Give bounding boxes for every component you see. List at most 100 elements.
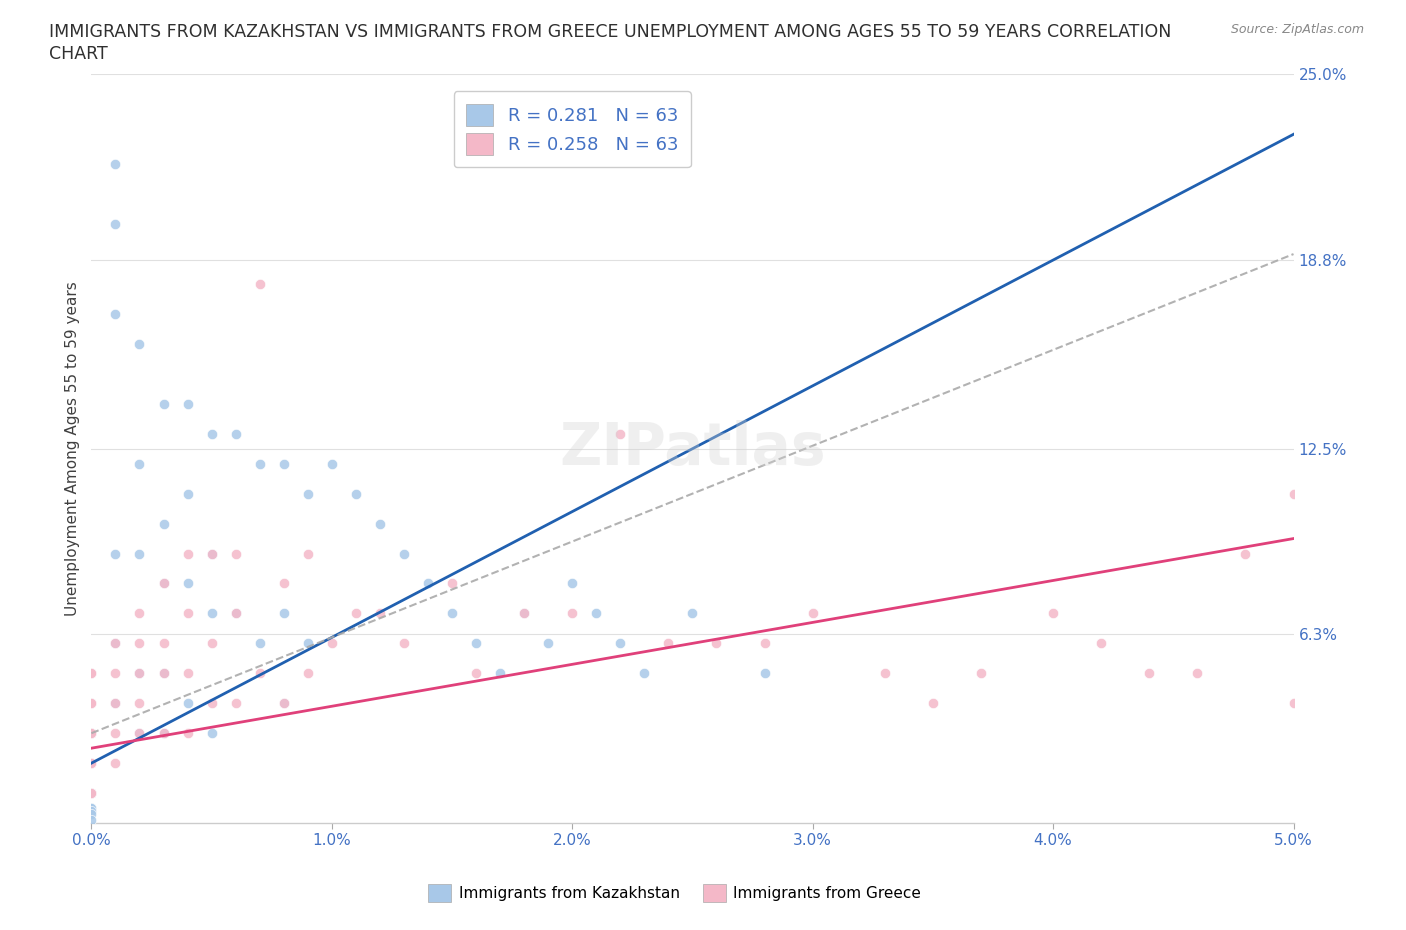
Point xyxy=(392,546,415,561)
Point xyxy=(225,546,247,561)
Point xyxy=(1234,546,1257,561)
Point xyxy=(273,576,295,591)
Point xyxy=(561,576,583,591)
Point xyxy=(273,696,295,711)
Point xyxy=(1187,666,1209,681)
Point xyxy=(297,666,319,681)
Point xyxy=(104,725,127,740)
Point xyxy=(80,725,103,740)
Point xyxy=(80,804,103,818)
Point xyxy=(104,217,127,232)
Point xyxy=(80,696,103,711)
Point xyxy=(249,636,271,651)
Point xyxy=(152,725,174,740)
Point xyxy=(1090,636,1112,651)
Point xyxy=(416,576,439,591)
Point xyxy=(344,606,367,621)
Point xyxy=(104,756,127,771)
Y-axis label: Unemployment Among Ages 55 to 59 years: Unemployment Among Ages 55 to 59 years xyxy=(65,282,80,616)
Point xyxy=(344,486,367,501)
Point xyxy=(80,786,103,801)
Point xyxy=(80,786,103,801)
Point xyxy=(80,756,103,771)
Point xyxy=(80,725,103,740)
Point xyxy=(633,666,655,681)
Point xyxy=(128,696,150,711)
Point xyxy=(152,636,174,651)
Point xyxy=(273,606,295,621)
Point xyxy=(80,725,103,740)
Point xyxy=(297,486,319,501)
Point xyxy=(561,606,583,621)
Point xyxy=(104,307,127,322)
Point xyxy=(225,696,247,711)
Point xyxy=(152,516,174,531)
Point xyxy=(249,666,271,681)
Point xyxy=(489,666,512,681)
Point xyxy=(609,426,631,441)
Point xyxy=(176,725,198,740)
Point xyxy=(128,725,150,740)
Point xyxy=(368,516,391,531)
Point xyxy=(152,725,174,740)
Point xyxy=(104,696,127,711)
Point xyxy=(80,756,103,771)
Point xyxy=(201,546,224,561)
Point xyxy=(80,756,103,771)
Point xyxy=(104,666,127,681)
Point xyxy=(176,576,198,591)
Point xyxy=(273,696,295,711)
Point xyxy=(657,636,679,651)
Point xyxy=(201,546,224,561)
Point xyxy=(249,276,271,291)
Point xyxy=(80,786,103,801)
Point xyxy=(513,606,536,621)
Point xyxy=(176,696,198,711)
Point xyxy=(321,457,343,472)
Point xyxy=(80,756,103,771)
Point xyxy=(128,666,150,681)
Point xyxy=(201,426,224,441)
Point xyxy=(104,696,127,711)
Point xyxy=(537,636,560,651)
Point xyxy=(176,606,198,621)
Point xyxy=(513,606,536,621)
Point xyxy=(80,801,103,816)
Point xyxy=(609,636,631,651)
Point xyxy=(225,606,247,621)
Point xyxy=(80,756,103,771)
Point xyxy=(176,546,198,561)
Point xyxy=(585,606,607,621)
Point xyxy=(128,546,150,561)
Point xyxy=(80,666,103,681)
Point xyxy=(104,636,127,651)
Point xyxy=(176,666,198,681)
Text: ZIPatlas: ZIPatlas xyxy=(560,420,825,477)
Point xyxy=(368,606,391,621)
Point xyxy=(970,666,993,681)
Point xyxy=(1042,606,1064,621)
Point xyxy=(80,666,103,681)
Point xyxy=(754,666,776,681)
Point xyxy=(465,666,488,681)
Point xyxy=(1282,696,1305,711)
Point xyxy=(273,457,295,472)
Text: Source: ZipAtlas.com: Source: ZipAtlas.com xyxy=(1230,23,1364,36)
Point xyxy=(80,786,103,801)
Legend: Immigrants from Kazakhstan, Immigrants from Greece: Immigrants from Kazakhstan, Immigrants f… xyxy=(422,878,928,909)
Point xyxy=(681,606,703,621)
Point xyxy=(128,337,150,352)
Point xyxy=(440,576,463,591)
Point xyxy=(201,696,224,711)
Point xyxy=(152,396,174,411)
Point xyxy=(104,636,127,651)
Point xyxy=(922,696,945,711)
Point xyxy=(440,606,463,621)
Point xyxy=(104,157,127,172)
Point xyxy=(80,806,103,821)
Point xyxy=(754,636,776,651)
Point xyxy=(225,606,247,621)
Point xyxy=(249,457,271,472)
Point xyxy=(201,725,224,740)
Point xyxy=(465,636,488,651)
